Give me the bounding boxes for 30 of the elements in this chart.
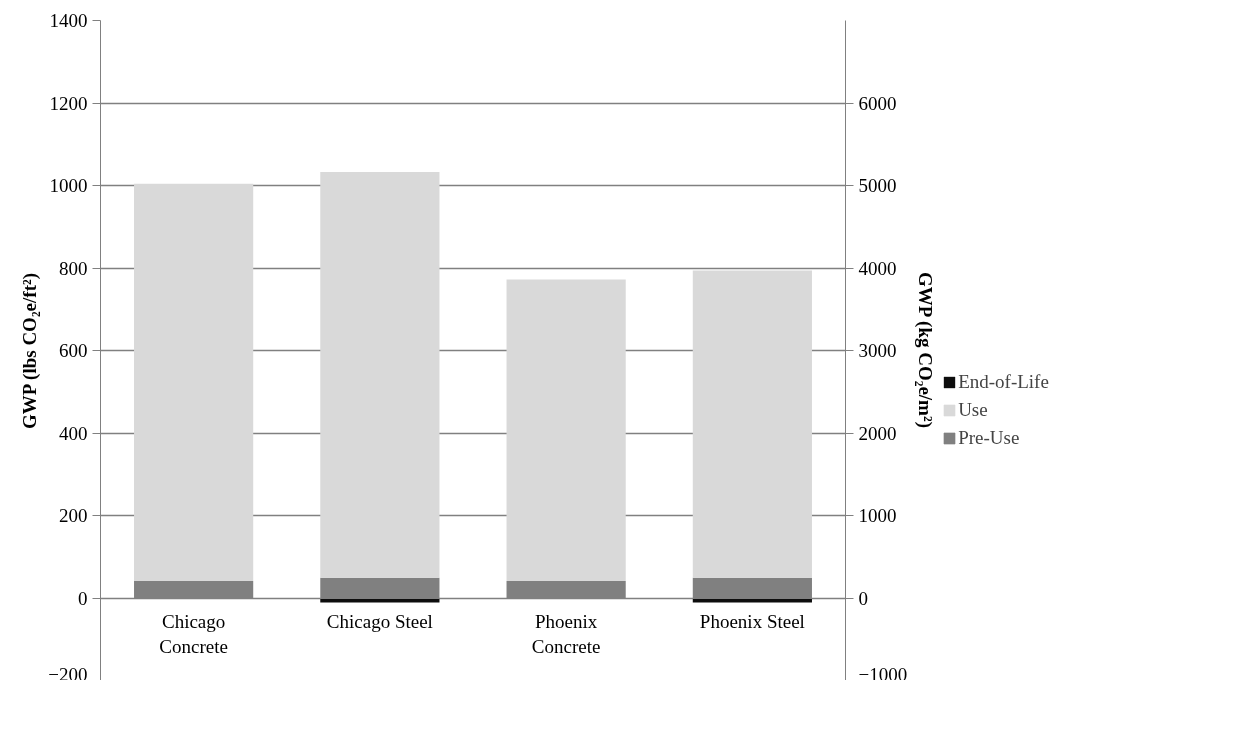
y-tick-label: 1200 [49,92,88,114]
legend-label: Pre-Use [958,427,1020,449]
y2-axis-title: GWP (kg CO₂e/m²) [914,271,937,428]
y2-tick-label: 4000 [858,257,897,279]
y2-tick-label: 2000 [858,422,897,444]
bar [692,270,812,578]
y-tick-label: 600 [59,340,88,361]
bar [506,279,626,582]
legend-label: End-of-Life [958,371,1049,393]
y-tick-label: 1000 [49,175,88,196]
y-tick-label: 0 [78,587,88,609]
x-tick-label: Chicago Concrete [159,611,228,658]
x-tick-label: Phoenix Concrete [531,611,601,658]
bar [320,171,440,578]
y-tick-label: 1400 [49,10,88,31]
y2-tick-label: 5000 [858,175,897,196]
x-tick-label: Chicago Steel [326,611,433,632]
y-tick-label: 400 [59,422,88,444]
y-axis-title: GWP (lbs CO₂e/ft²) [19,273,42,430]
y-tick-label: 800 [59,257,88,279]
bar [134,183,254,582]
x-tick-label: Phoenix Steel [699,611,805,632]
y2-tick-label: 3000 [858,340,897,361]
y2-tick-label: 0 [858,587,868,609]
y2-tick-label: −1000 [858,663,908,685]
legend-label: Use [958,399,988,421]
y-tick-label: −200 [48,663,88,685]
y2-tick-label: 6000 [858,92,897,114]
y2-tick-label: 1000 [858,505,897,526]
y-tick-label: 200 [59,505,88,526]
